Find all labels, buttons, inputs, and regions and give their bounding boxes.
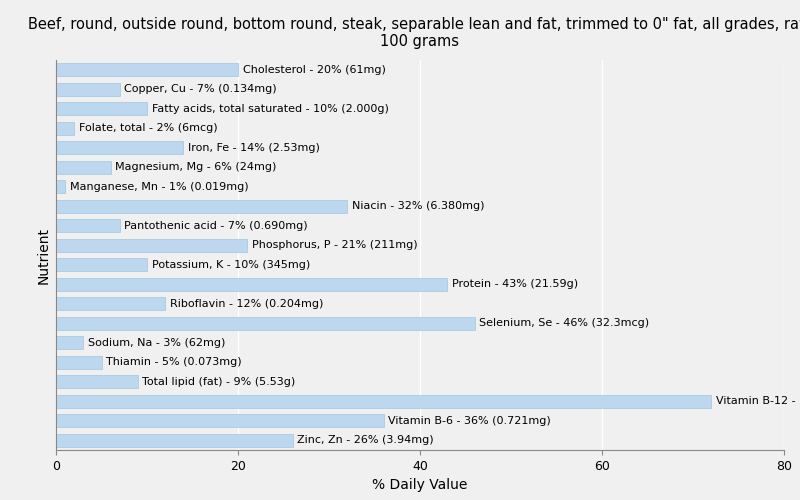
Text: Copper, Cu - 7% (0.134mg): Copper, Cu - 7% (0.134mg) (124, 84, 277, 94)
Bar (56, 200, 347, 212)
Text: Phosphorus, P - 21% (211mg): Phosphorus, P - 21% (211mg) (252, 240, 418, 250)
Title: Beef, round, outside round, bottom round, steak, separable lean and fat, trimmed: Beef, round, outside round, bottom round… (29, 16, 800, 49)
Text: Pantothenic acid - 7% (0.690mg): Pantothenic acid - 7% (0.690mg) (124, 221, 308, 231)
Text: Zinc, Zn - 26% (3.94mg): Zinc, Zn - 26% (3.94mg) (297, 435, 434, 446)
Text: Cholesterol - 20% (61mg): Cholesterol - 20% (61mg) (242, 64, 386, 74)
Bar (56, 142, 183, 154)
Bar (56, 83, 120, 96)
Text: Vitamin B-12 - 72% (4.34mcg): Vitamin B-12 - 72% (4.34mcg) (716, 396, 800, 406)
Bar (56, 298, 165, 310)
Text: Total lipid (fat) - 9% (5.53g): Total lipid (fat) - 9% (5.53g) (142, 377, 296, 387)
Text: Manganese, Mn - 1% (0.019mg): Manganese, Mn - 1% (0.019mg) (70, 182, 248, 192)
Text: Potassium, K - 10% (345mg): Potassium, K - 10% (345mg) (151, 260, 310, 270)
Bar (56, 317, 474, 330)
Bar (56, 161, 110, 173)
Bar (56, 239, 247, 252)
Bar (56, 258, 147, 271)
Y-axis label: Nutrient: Nutrient (37, 226, 50, 283)
Bar (56, 434, 293, 446)
X-axis label: % Daily Value: % Daily Value (372, 478, 468, 492)
Text: Protein - 43% (21.59g): Protein - 43% (21.59g) (452, 279, 578, 289)
Bar (56, 336, 83, 349)
Text: Iron, Fe - 14% (2.53mg): Iron, Fe - 14% (2.53mg) (188, 143, 320, 153)
Bar (56, 180, 65, 193)
Text: Sodium, Na - 3% (62mg): Sodium, Na - 3% (62mg) (88, 338, 226, 348)
Bar (56, 64, 238, 76)
Text: Fatty acids, total saturated - 10% (2.000g): Fatty acids, total saturated - 10% (2.00… (151, 104, 389, 114)
Text: Magnesium, Mg - 6% (24mg): Magnesium, Mg - 6% (24mg) (115, 162, 277, 172)
Text: Riboflavin - 12% (0.204mg): Riboflavin - 12% (0.204mg) (170, 298, 323, 308)
Bar (56, 122, 74, 134)
Text: Vitamin B-6 - 36% (0.721mg): Vitamin B-6 - 36% (0.721mg) (388, 416, 551, 426)
Bar (56, 356, 102, 368)
Bar (56, 220, 120, 232)
Bar (56, 102, 147, 115)
Bar (56, 414, 384, 427)
Text: Thiamin - 5% (0.073mg): Thiamin - 5% (0.073mg) (106, 357, 242, 367)
Text: Niacin - 32% (6.380mg): Niacin - 32% (6.380mg) (352, 201, 484, 211)
Bar (56, 395, 711, 407)
Text: Folate, total - 2% (6mcg): Folate, total - 2% (6mcg) (78, 123, 218, 133)
Bar (56, 278, 447, 290)
Text: Selenium, Se - 46% (32.3mcg): Selenium, Se - 46% (32.3mcg) (479, 318, 650, 328)
Bar (56, 376, 138, 388)
